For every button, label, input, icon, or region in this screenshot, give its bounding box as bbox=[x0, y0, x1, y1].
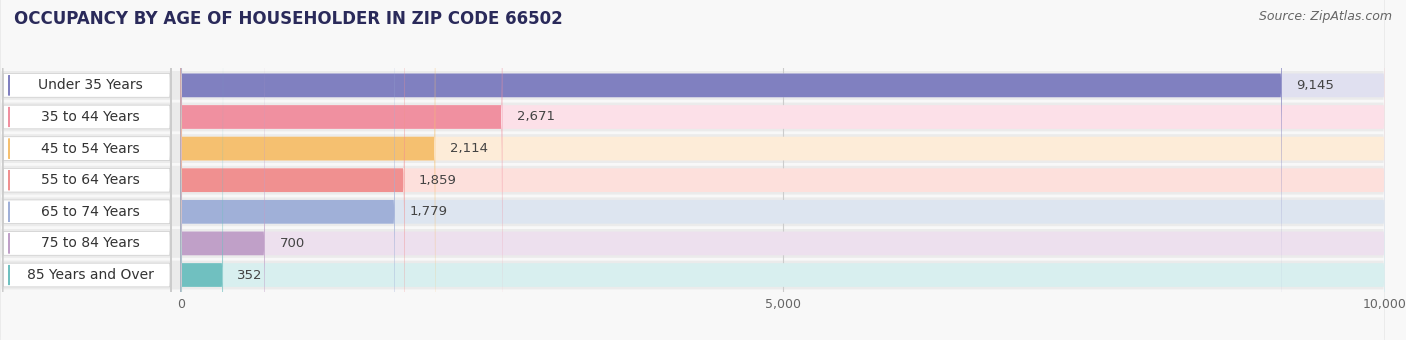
Text: 65 to 74 Years: 65 to 74 Years bbox=[41, 205, 139, 219]
FancyBboxPatch shape bbox=[180, 0, 395, 340]
FancyBboxPatch shape bbox=[180, 0, 1385, 340]
FancyBboxPatch shape bbox=[180, 0, 1385, 340]
FancyBboxPatch shape bbox=[3, 0, 172, 340]
FancyBboxPatch shape bbox=[180, 0, 224, 340]
FancyBboxPatch shape bbox=[180, 0, 1385, 340]
FancyBboxPatch shape bbox=[180, 0, 1385, 340]
Text: 35 to 44 Years: 35 to 44 Years bbox=[41, 110, 139, 124]
Text: 2,114: 2,114 bbox=[450, 142, 488, 155]
Text: OCCUPANCY BY AGE OF HOUSEHOLDER IN ZIP CODE 66502: OCCUPANCY BY AGE OF HOUSEHOLDER IN ZIP C… bbox=[14, 10, 562, 28]
Text: 55 to 64 Years: 55 to 64 Years bbox=[41, 173, 139, 187]
FancyBboxPatch shape bbox=[3, 0, 172, 340]
Text: 75 to 84 Years: 75 to 84 Years bbox=[41, 236, 139, 251]
FancyBboxPatch shape bbox=[180, 0, 1385, 340]
FancyBboxPatch shape bbox=[180, 0, 1282, 340]
FancyBboxPatch shape bbox=[3, 0, 172, 340]
Text: 1,779: 1,779 bbox=[409, 205, 447, 218]
Text: 85 Years and Over: 85 Years and Over bbox=[27, 268, 153, 282]
FancyBboxPatch shape bbox=[180, 0, 1385, 340]
Text: 352: 352 bbox=[238, 269, 263, 282]
FancyBboxPatch shape bbox=[3, 0, 172, 340]
Text: 9,145: 9,145 bbox=[1296, 79, 1334, 92]
Text: Under 35 Years: Under 35 Years bbox=[38, 79, 142, 92]
Text: 2,671: 2,671 bbox=[517, 110, 555, 123]
FancyBboxPatch shape bbox=[180, 0, 405, 340]
FancyBboxPatch shape bbox=[180, 0, 436, 340]
FancyBboxPatch shape bbox=[3, 0, 172, 340]
Text: 700: 700 bbox=[280, 237, 305, 250]
FancyBboxPatch shape bbox=[180, 0, 264, 340]
FancyBboxPatch shape bbox=[3, 0, 172, 340]
FancyBboxPatch shape bbox=[180, 0, 1385, 340]
Text: 45 to 54 Years: 45 to 54 Years bbox=[41, 141, 139, 156]
FancyBboxPatch shape bbox=[3, 0, 172, 340]
Text: 1,859: 1,859 bbox=[419, 174, 457, 187]
FancyBboxPatch shape bbox=[180, 0, 502, 340]
Text: Source: ZipAtlas.com: Source: ZipAtlas.com bbox=[1258, 10, 1392, 23]
